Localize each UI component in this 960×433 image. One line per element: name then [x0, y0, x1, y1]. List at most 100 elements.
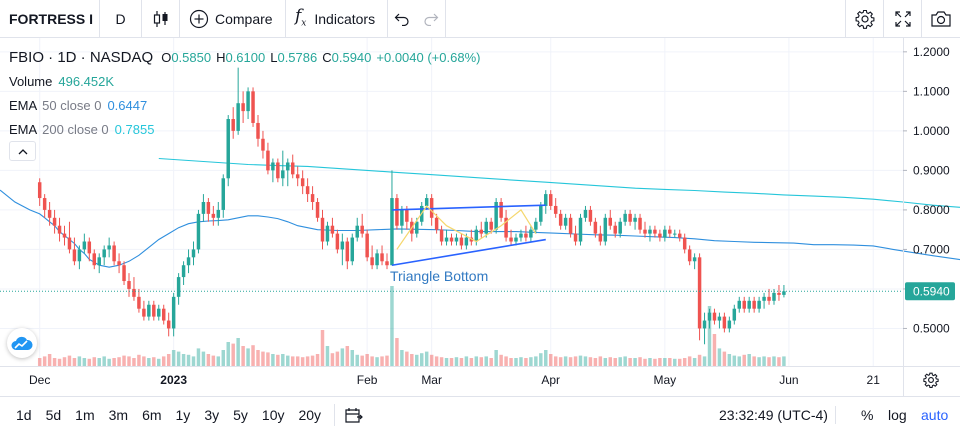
triangle-lower-line — [391, 238, 546, 267]
volume-bar — [276, 354, 280, 366]
candle-body — [350, 237, 355, 262]
log-toggle[interactable]: log — [888, 397, 907, 433]
ema200-params: 200 close 0 — [42, 121, 109, 137]
calendar-range-icon — [345, 408, 363, 423]
range-button-1m[interactable]: 1m — [75, 407, 95, 423]
candle-body — [385, 261, 389, 266]
volume-bar — [434, 356, 439, 366]
date-range-button[interactable] — [345, 407, 363, 423]
candle-body — [449, 237, 454, 242]
volume-bar — [340, 348, 345, 366]
volume-bar — [370, 356, 374, 366]
candle-body — [236, 103, 240, 131]
screenshot-button[interactable] — [921, 0, 960, 38]
volume-bar — [122, 355, 126, 366]
candle-body — [355, 225, 359, 238]
candle-body — [464, 237, 469, 246]
range-button-6m[interactable]: 6m — [142, 407, 162, 423]
legend-ema200-row[interactable]: EMA 200 close 0 0.7855 — [9, 117, 480, 141]
x-tick-label: May — [654, 373, 677, 387]
redo-button[interactable] — [416, 0, 446, 38]
candle-body — [424, 198, 429, 206]
volume-bar — [623, 356, 627, 366]
range-button-3m[interactable]: 3m — [108, 407, 129, 423]
candle-body — [181, 265, 186, 278]
volume-bar — [568, 357, 573, 366]
candle-body — [380, 253, 384, 262]
gear-icon — [923, 372, 939, 388]
volume-bar — [410, 354, 414, 366]
candle-body — [682, 237, 687, 250]
undo-button[interactable] — [388, 0, 416, 38]
candle-body — [777, 292, 781, 295]
interval-button[interactable]: D — [100, 0, 142, 38]
legend-close-value: 0.5940 — [331, 49, 372, 65]
volume-bar — [429, 354, 434, 366]
divider — [334, 404, 336, 426]
price-chart[interactable]: Triangle Bottom 1.20001.10001.00000.9000… — [0, 38, 960, 396]
volume-bar — [107, 358, 111, 366]
legend-collapse-button[interactable] — [9, 141, 36, 161]
volume-bar — [201, 351, 206, 366]
indicators-button[interactable]: fx Indicators — [286, 0, 388, 38]
candle-body — [330, 225, 335, 234]
legend-ema50-row[interactable]: EMA 50 close 0 0.6447 — [9, 93, 480, 117]
candle-body — [544, 194, 548, 206]
volume-bar — [251, 345, 255, 366]
volume-bar — [390, 286, 394, 366]
range-button-1d[interactable]: 1d — [16, 407, 32, 423]
candle-body — [668, 229, 672, 234]
fullscreen-button[interactable] — [883, 0, 921, 38]
brand-logo[interactable] — [7, 328, 37, 358]
candle-body — [206, 202, 211, 214]
volume-bar — [529, 357, 533, 366]
percent-toggle[interactable]: % — [861, 397, 873, 433]
candle-body — [256, 122, 260, 139]
settings-button[interactable] — [845, 0, 883, 38]
symbol-search-button[interactable]: FORTRESS I — [0, 0, 100, 38]
volume-bar — [544, 350, 548, 366]
candle-body — [732, 308, 737, 321]
volume-bar — [241, 346, 245, 366]
candle-body — [335, 233, 340, 250]
candle-body — [578, 217, 583, 242]
compare-button[interactable]: Compare — [180, 0, 286, 38]
candle-body — [762, 296, 766, 301]
time-axis-settings-button[interactable] — [921, 370, 941, 390]
range-button-1y[interactable]: 1y — [175, 407, 191, 423]
range-button-3y[interactable]: 3y — [204, 407, 220, 423]
volume-bar — [281, 354, 285, 366]
volume-bar — [102, 356, 106, 366]
legend-volume-row[interactable]: Volume 496.452K — [9, 69, 480, 93]
range-button-20y[interactable]: 20y — [298, 407, 322, 423]
chart-style-button[interactable] — [142, 0, 180, 38]
volume-bar — [112, 358, 116, 366]
volume-bar — [484, 356, 488, 366]
range-button-5d[interactable]: 5d — [45, 407, 62, 423]
volume-bar — [633, 358, 637, 366]
volume-bar — [261, 351, 265, 366]
candle-body — [161, 308, 166, 321]
candle-body — [677, 233, 682, 238]
volume-bar — [72, 358, 77, 366]
candle-body — [434, 217, 439, 230]
auto-toggle[interactable]: auto — [921, 397, 948, 433]
volume-bar — [47, 354, 52, 366]
candle-body — [52, 217, 57, 226]
range-button-5y[interactable]: 5y — [233, 407, 248, 423]
timezone-clock[interactable]: 23:32:49 (UTC-4) — [719, 397, 828, 433]
triangle-drawing[interactable]: Triangle Bottom — [390, 204, 546, 284]
legend-open-value: 0.5850 — [171, 49, 212, 65]
candle-body — [529, 229, 533, 238]
candle-body — [593, 221, 598, 234]
candle-body — [305, 186, 310, 195]
axes: 1.20001.10001.00000.90000.80000.70000.60… — [0, 38, 960, 396]
triangle-upper-line — [391, 204, 546, 211]
candle-body — [186, 257, 191, 266]
volume-bar — [618, 357, 622, 366]
candle-body — [772, 292, 776, 301]
candle-body — [757, 300, 761, 309]
range-button-10y[interactable]: 10y — [261, 407, 285, 423]
candle-body — [42, 198, 47, 210]
volume-value: 496.452K — [58, 73, 115, 89]
